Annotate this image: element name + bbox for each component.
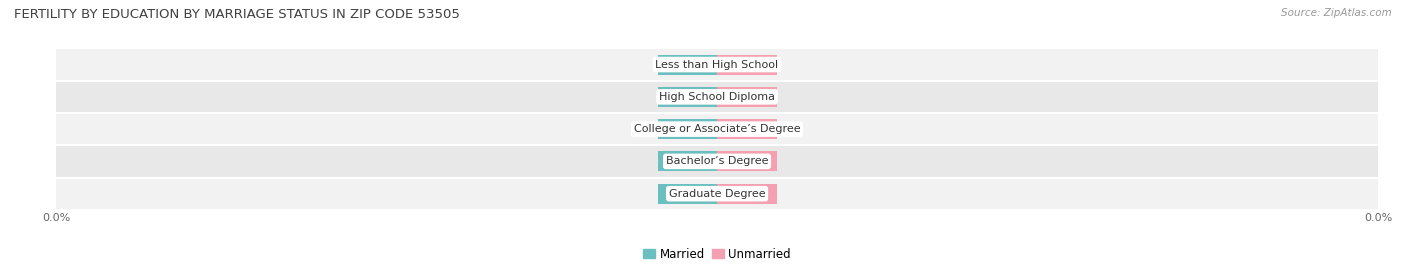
Bar — [717, 87, 776, 107]
Text: 0.0%: 0.0% — [733, 59, 761, 70]
Text: 0.0%: 0.0% — [673, 189, 702, 199]
Text: Graduate Degree: Graduate Degree — [669, 189, 765, 199]
Bar — [56, 48, 1378, 81]
Text: 0.0%: 0.0% — [673, 92, 702, 102]
Legend: Married, Unmarried: Married, Unmarried — [638, 243, 796, 265]
Bar — [717, 55, 776, 75]
Text: High School Diploma: High School Diploma — [659, 92, 775, 102]
Text: Bachelor’s Degree: Bachelor’s Degree — [666, 156, 768, 167]
Text: Less than High School: Less than High School — [655, 59, 779, 70]
Text: 0.0%: 0.0% — [733, 156, 761, 167]
Text: 0.0%: 0.0% — [733, 189, 761, 199]
Bar — [56, 113, 1378, 145]
Bar — [658, 55, 717, 75]
Bar — [717, 184, 776, 204]
Bar — [717, 119, 776, 139]
Bar — [658, 184, 717, 204]
Bar — [56, 178, 1378, 210]
Text: 0.0%: 0.0% — [673, 59, 702, 70]
Text: Source: ZipAtlas.com: Source: ZipAtlas.com — [1281, 8, 1392, 18]
Text: FERTILITY BY EDUCATION BY MARRIAGE STATUS IN ZIP CODE 53505: FERTILITY BY EDUCATION BY MARRIAGE STATU… — [14, 8, 460, 21]
Bar — [658, 87, 717, 107]
Text: 0.0%: 0.0% — [673, 156, 702, 167]
Text: 0.0%: 0.0% — [733, 124, 761, 134]
Text: College or Associate’s Degree: College or Associate’s Degree — [634, 124, 800, 134]
Bar — [658, 119, 717, 139]
Bar — [658, 151, 717, 171]
Bar — [56, 145, 1378, 178]
Bar — [56, 81, 1378, 113]
Text: 0.0%: 0.0% — [673, 124, 702, 134]
Text: 0.0%: 0.0% — [733, 92, 761, 102]
Bar — [717, 151, 776, 171]
